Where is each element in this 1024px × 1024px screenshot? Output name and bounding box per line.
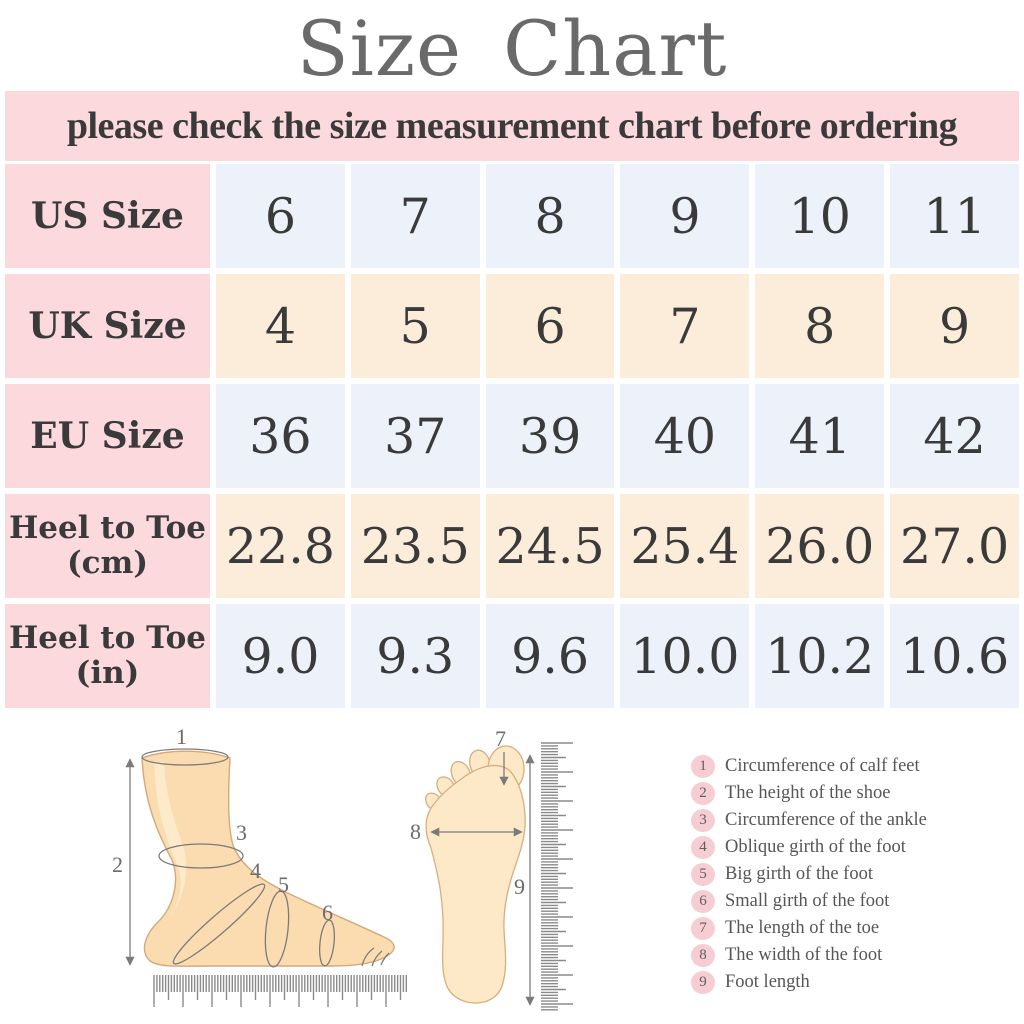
legend-item-1: 1 Circumference of calf feet xyxy=(691,753,927,780)
legend-label: Foot length xyxy=(725,972,810,992)
size-cell-r2-c3: 40 xyxy=(620,384,750,488)
size-cell-r3-c4: 26.0 xyxy=(755,494,885,598)
row-header-0: US Size xyxy=(5,164,210,268)
size-cell-r2-c1: 37 xyxy=(350,384,480,488)
legend-number-badge: 7 xyxy=(691,917,715,940)
legend-item-4: 4 Oblique girth of the foot xyxy=(691,834,927,861)
vertical-ruler xyxy=(541,742,573,1012)
size-cell-r1-c0: 4 xyxy=(216,274,345,378)
marker-label-7: 7 xyxy=(495,726,506,751)
legend-item-2: 2 The height of the shoe xyxy=(691,780,927,807)
size-cell-r1-c4: 8 xyxy=(755,274,885,378)
legend-number-badge: 2 xyxy=(691,782,715,805)
size-cell-r0-c4: 10 xyxy=(755,164,885,268)
legend-label: Circumference of the ankle xyxy=(725,810,927,830)
size-cell-r3-c2: 24.5 xyxy=(485,494,615,598)
marker-label-8: 8 xyxy=(410,819,421,844)
legend-item-6: 6 Small girth of the foot xyxy=(691,888,927,915)
notice-banner: please check the size measurement chart … xyxy=(5,91,1019,161)
legend-number-badge: 1 xyxy=(691,755,715,778)
size-cell-r4-c4: 10.2 xyxy=(755,604,885,708)
legend-label: Small girth of the foot xyxy=(725,891,890,911)
row-header-1: UK Size xyxy=(5,274,210,378)
legend-number-badge: 6 xyxy=(691,890,715,913)
size-cell-r0-c2: 8 xyxy=(485,164,615,268)
oblique-girth-arc xyxy=(172,883,266,965)
small-girth-arc xyxy=(318,919,336,967)
marker-label-3: 3 xyxy=(236,820,247,845)
row-header-3: Heel to Toe (cm) xyxy=(5,494,210,598)
size-cell-r4-c3: 10.0 xyxy=(620,604,750,708)
legend-label: Big girth of the foot xyxy=(725,864,873,884)
marker-label-9: 9 xyxy=(514,874,525,899)
size-cell-r2-c5: 42 xyxy=(890,384,1019,488)
legend-label: The length of the toe xyxy=(725,918,880,938)
legend-label: Oblique girth of the foot xyxy=(725,837,906,857)
size-cell-r4-c5: 10.6 xyxy=(890,604,1019,708)
legend-number-badge: 8 xyxy=(691,944,715,967)
legend-number-badge: 9 xyxy=(691,971,715,994)
size-cell-r4-c1: 9.3 xyxy=(350,604,480,708)
size-cell-r0-c1: 7 xyxy=(350,164,480,268)
legend-item-8: 8 The width of the foot xyxy=(691,942,927,969)
size-cell-r3-c1: 23.5 xyxy=(350,494,480,598)
toe-separators xyxy=(361,947,390,967)
page-title: Size Chart xyxy=(296,4,728,93)
ankle-girth-arc xyxy=(158,843,244,869)
legend-label: Circumference of calf feet xyxy=(725,756,920,776)
size-cell-r0-c3: 9 xyxy=(620,164,750,268)
size-table: US Size 6 7 8 9 10 11 UK Size 4 5 6 7 8 9 EU Size 36 37 3… xyxy=(5,164,1019,708)
row-header-4: Heel to Toe (in) xyxy=(5,604,210,708)
marker-label-6: 6 xyxy=(322,900,333,925)
size-cell-r3-c3: 25.4 xyxy=(620,494,750,598)
calf-girth-arc xyxy=(141,748,229,766)
foot-sole-view-diagram: 7 8 9 xyxy=(410,726,573,1012)
notice-text: please check the size measurement chart … xyxy=(66,105,958,147)
size-cell-r3-c0: 22.8 xyxy=(216,494,345,598)
size-cell-r2-c2: 39 xyxy=(485,384,615,488)
measurement-legend: 1 Circumference of calf feet 2 The height o… xyxy=(691,753,927,996)
legend-item-7: 7 The length of the toe xyxy=(691,915,927,942)
size-cell-r4-c0: 9.0 xyxy=(216,604,345,708)
foot-side-illustration xyxy=(141,750,395,967)
shin-highlight xyxy=(154,762,187,918)
size-cell-r2-c0: 36 xyxy=(216,384,345,488)
big-girth-arc xyxy=(264,890,290,968)
size-cell-r2-c4: 41 xyxy=(755,384,885,488)
foot-sole-illustration xyxy=(424,745,526,1004)
legend-number-badge: 5 xyxy=(691,863,715,886)
legend-label: The width of the foot xyxy=(725,945,883,965)
row-header-2: EU Size xyxy=(5,384,210,488)
legend-item-3: 3 Circumference of the ankle xyxy=(691,807,927,834)
size-cell-r1-c2: 6 xyxy=(485,274,615,378)
size-cell-r0-c5: 11 xyxy=(890,164,1019,268)
size-cell-r1-c3: 7 xyxy=(620,274,750,378)
horizontal-ruler xyxy=(153,975,408,1007)
foot-side-view-diagram: 1 2 3 4 5 6 xyxy=(112,724,408,1007)
marker-label-1: 1 xyxy=(176,724,187,749)
size-cell-r1-c1: 5 xyxy=(350,274,480,378)
legend-item-5: 5 Big girth of the foot xyxy=(691,861,927,888)
size-cell-r3-c5: 27.0 xyxy=(890,494,1019,598)
marker-label-2: 2 xyxy=(112,852,123,877)
legend-number-badge: 4 xyxy=(691,836,715,859)
marker-label-4: 4 xyxy=(250,858,261,883)
legend-item-9: 9 Foot length xyxy=(691,969,927,996)
size-cell-r0-c0: 6 xyxy=(216,164,345,268)
size-cell-r1-c5: 9 xyxy=(890,274,1019,378)
marker-label-5: 5 xyxy=(278,872,289,897)
legend-label: The height of the shoe xyxy=(725,783,891,803)
legend-number-badge: 3 xyxy=(691,809,715,832)
size-cell-r4-c2: 9.6 xyxy=(485,604,615,708)
